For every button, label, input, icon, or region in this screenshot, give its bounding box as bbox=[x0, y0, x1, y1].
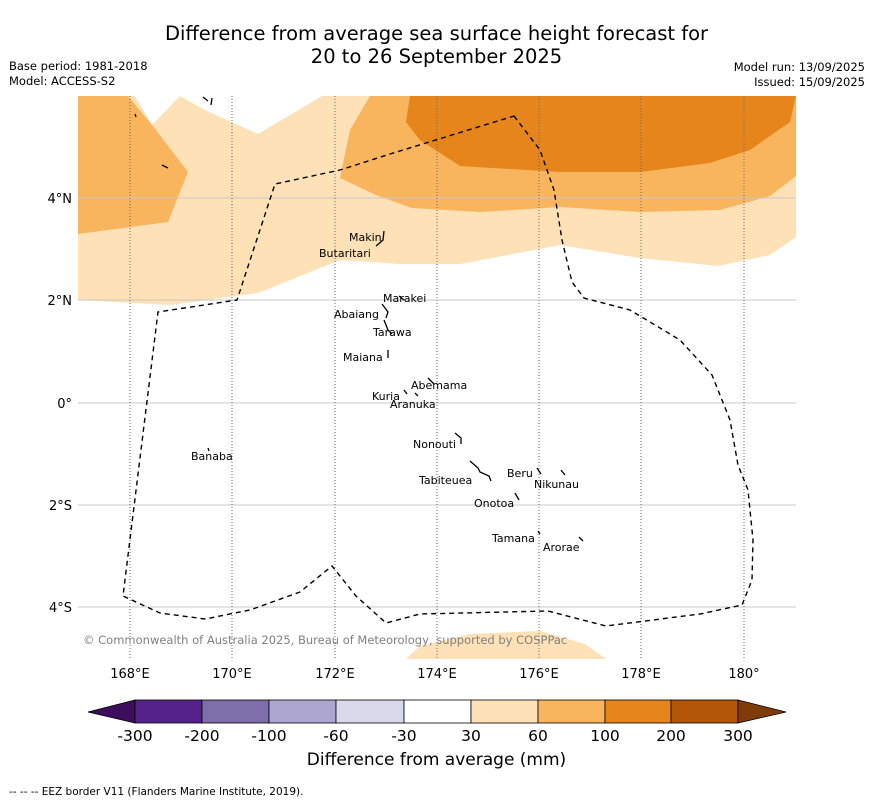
colorbar-tick: 100 bbox=[590, 727, 620, 745]
lat-tick-4n: 4°N bbox=[48, 192, 73, 207]
base-period: Base period: 1981-2018 bbox=[9, 59, 148, 73]
island-shape bbox=[383, 319, 393, 335]
lon-tick-178e: 178°E bbox=[621, 667, 661, 682]
island-label-tarawa: Tarawa bbox=[372, 326, 412, 339]
colorbar-tick: 60 bbox=[528, 727, 548, 745]
island-label-kuria: Kuria bbox=[372, 390, 400, 403]
lat-tick-2n: 2°N bbox=[48, 294, 73, 309]
colorbar-tick: 200 bbox=[656, 727, 686, 745]
colorbar-max-extension bbox=[737, 699, 787, 724]
island-label-aranuka: Aranuka bbox=[390, 398, 436, 411]
island-shape bbox=[207, 447, 210, 452]
island-label-butaritari: Butaritari bbox=[319, 247, 371, 260]
island-label-onotoa: Onotoa bbox=[474, 497, 514, 510]
title-line-1: Difference from average sea surface heig… bbox=[164, 22, 709, 45]
island-shape bbox=[403, 389, 408, 395]
island-shape bbox=[398, 295, 405, 301]
colorbar-ticks: -300 -200 -100 -60 -30 30 60 100 200 300 bbox=[117, 727, 752, 745]
island-shape bbox=[454, 432, 462, 444]
island-label-tabiteuea: Tabiteuea bbox=[418, 474, 472, 487]
island-label-maiana: Maiana bbox=[343, 351, 383, 364]
title-line-2: 20 to 26 September 2025 bbox=[310, 45, 563, 68]
island-labels: Makin Butaritari Marakei Abaiang Tarawa … bbox=[191, 231, 580, 554]
colorbar-segment bbox=[604, 699, 672, 724]
colorbar-tick: -100 bbox=[251, 727, 286, 745]
lon-tick-174e: 174°E bbox=[417, 667, 457, 682]
anomaly-patch-south bbox=[406, 631, 606, 659]
island-label-makin: Makin bbox=[349, 231, 382, 244]
island-label-beru: Beru bbox=[507, 467, 533, 480]
lon-tick-176e: 176°E bbox=[519, 667, 559, 682]
colorbar-tick: 300 bbox=[723, 727, 753, 745]
model-run: Model run: 13/09/2025 bbox=[733, 60, 865, 74]
island-label-banaba: Banaba bbox=[191, 450, 233, 463]
colorbar-segment bbox=[403, 699, 472, 724]
island-shape bbox=[578, 536, 584, 542]
lon-tick-labels: 168°E 170°E 172°E 174°E 176°E 178°E 180° bbox=[110, 667, 759, 682]
colorbar-segment bbox=[268, 699, 337, 724]
colorbar-label: Difference from average (mm) bbox=[306, 750, 567, 770]
colorbar-segment bbox=[537, 699, 606, 724]
lat-tick-2s: 2°S bbox=[49, 499, 72, 514]
island-shape bbox=[134, 113, 137, 118]
island-shape bbox=[469, 460, 492, 482]
island-shape bbox=[375, 230, 385, 247]
lon-tick-180: 180° bbox=[728, 667, 759, 682]
colorbar-segment bbox=[470, 699, 539, 724]
island-label-nonouti: Nonouti bbox=[413, 438, 456, 451]
island-label-abemama: Abemama bbox=[411, 379, 467, 392]
colorbar-tick: -60 bbox=[323, 727, 348, 745]
colorbar-segment bbox=[134, 699, 203, 724]
colorbar-min-extension bbox=[87, 699, 136, 724]
island-shape bbox=[161, 164, 169, 169]
island-shape bbox=[514, 492, 520, 501]
lon-gridlines bbox=[129, 96, 745, 659]
eez-footnote: -- -- -- EEZ border V11 (Flanders Marine… bbox=[9, 786, 304, 798]
island-label-marakei: Marakei bbox=[383, 292, 426, 305]
issued-date: Issued: 15/09/2025 bbox=[754, 75, 865, 89]
lat-tick-4s: 4°S bbox=[49, 601, 72, 616]
island-shape bbox=[560, 469, 566, 476]
colorbar-tick: -30 bbox=[391, 727, 416, 745]
model-name: Model: ACCESS-S2 bbox=[9, 74, 116, 88]
lat-tick-0: 0° bbox=[57, 397, 72, 412]
copyright-notice: © Commonwealth of Australia 2025, Bureau… bbox=[83, 633, 567, 647]
colorbar-tick: 30 bbox=[461, 727, 481, 745]
colorbar-segment bbox=[201, 699, 270, 724]
island-shape bbox=[537, 530, 541, 535]
island-shape bbox=[381, 303, 389, 319]
lon-tick-172e: 172°E bbox=[315, 667, 355, 682]
lon-tick-170e: 170°E bbox=[212, 667, 252, 682]
colorbar-segment bbox=[335, 699, 405, 724]
island-shape bbox=[202, 96, 209, 102]
meta-right: Model run: 13/09/2025 Issued: 15/09/2025 bbox=[734, 60, 865, 90]
island-shape bbox=[427, 377, 435, 385]
island-shape bbox=[414, 392, 419, 397]
island-label-abaiang: Abaiang bbox=[334, 308, 379, 321]
island-shape bbox=[536, 467, 542, 475]
anomaly-band-100-200 bbox=[406, 96, 796, 172]
island-shape bbox=[210, 97, 213, 106]
lat-tick-labels: 4°N 2°N 0° 2°S 4°S bbox=[48, 192, 73, 616]
colorbar-tick: -300 bbox=[117, 727, 152, 745]
meta-left: Base period: 1981-2018 Model: ACCESS-S2 bbox=[9, 59, 148, 89]
lon-tick-168e: 168°E bbox=[110, 667, 150, 682]
island-label-arorae: Arorae bbox=[543, 541, 580, 554]
island-outlines bbox=[134, 96, 584, 542]
map-title: Difference from average sea surface heig… bbox=[0, 22, 873, 68]
colorbar-segment bbox=[670, 699, 739, 724]
island-label-nikunau: Nikunau bbox=[534, 478, 579, 491]
island-label-tamana: Tamana bbox=[491, 532, 535, 545]
colorbar-tick: -200 bbox=[184, 727, 219, 745]
colorbar bbox=[87, 699, 787, 724]
